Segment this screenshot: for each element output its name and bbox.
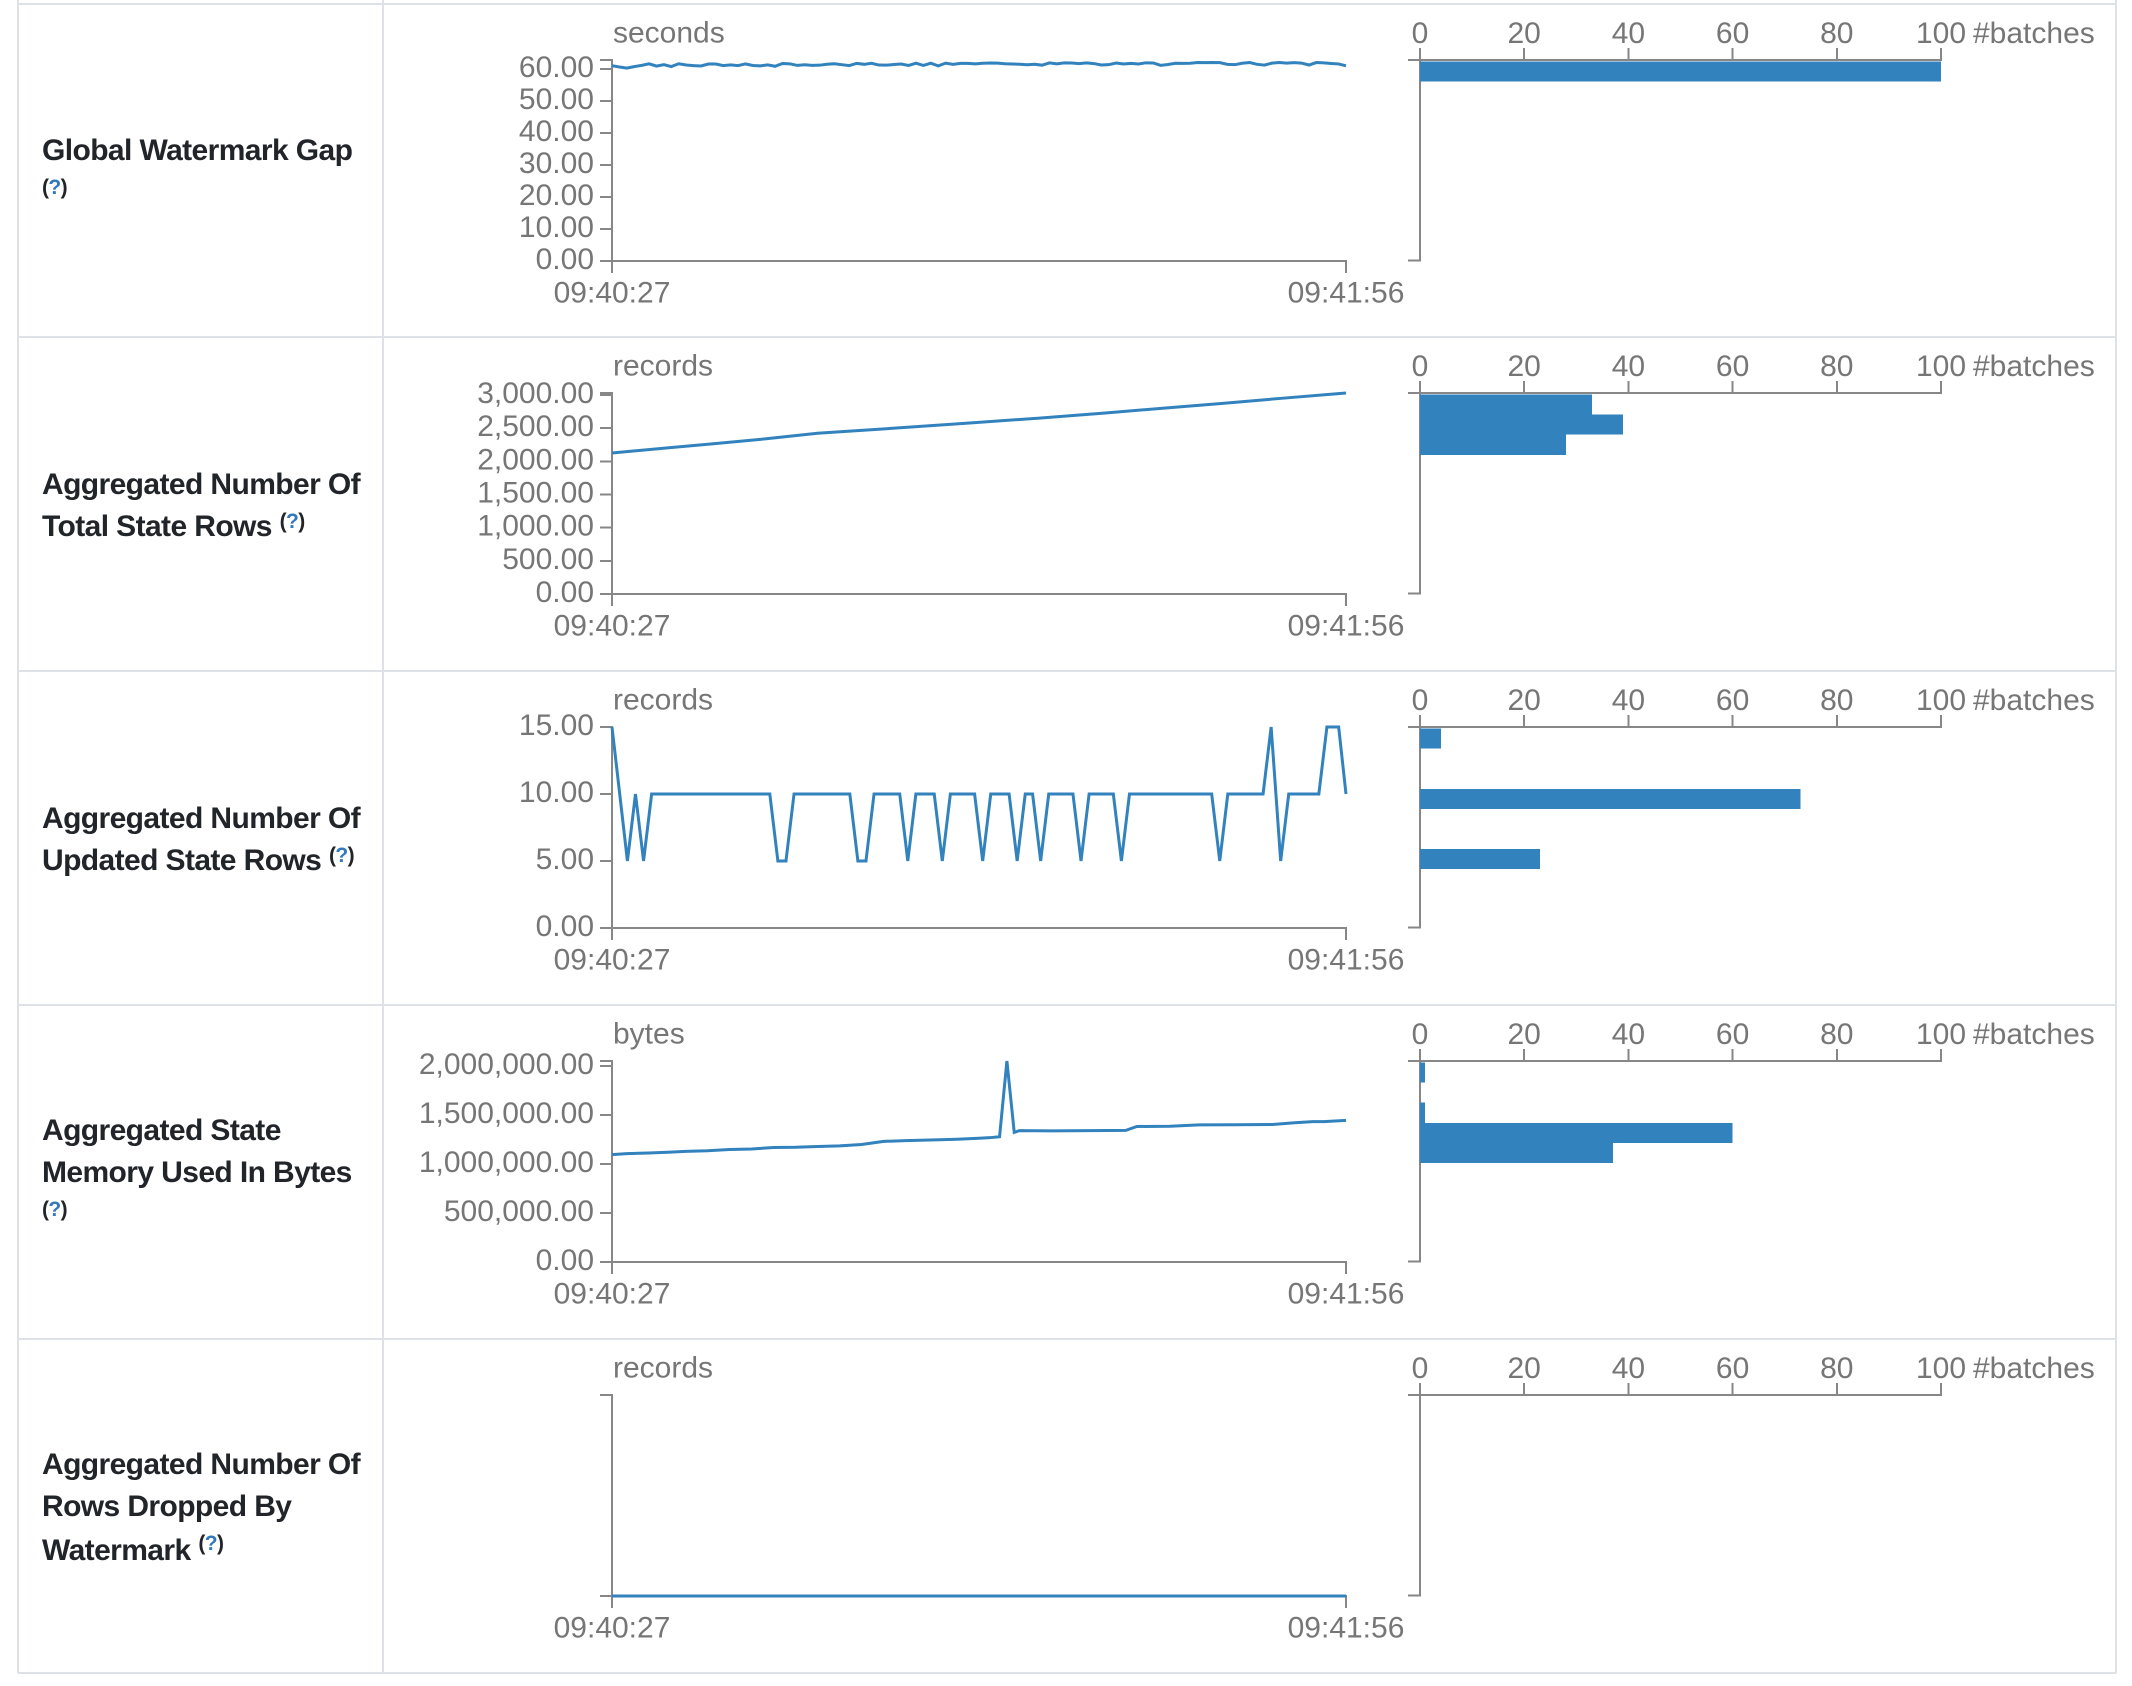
svg-text:1,500.00: 1,500.00 — [477, 477, 594, 510]
svg-text:80: 80 — [1820, 1352, 1853, 1385]
svg-text:500.00: 500.00 — [502, 543, 594, 576]
svg-text:0.00: 0.00 — [536, 576, 594, 609]
svg-text:500,000.00: 500,000.00 — [444, 1195, 594, 1228]
svg-text:20: 20 — [1508, 1352, 1541, 1385]
svg-text:records: records — [613, 349, 713, 382]
svg-text:60: 60 — [1716, 684, 1749, 717]
svg-text:100: 100 — [1916, 17, 1966, 50]
svg-text:#batches: #batches — [1973, 684, 2095, 717]
svg-text:40: 40 — [1612, 1352, 1645, 1385]
svg-text:100: 100 — [1916, 1018, 1966, 1051]
svg-text:40: 40 — [1612, 684, 1645, 717]
svg-text:40: 40 — [1612, 1018, 1645, 1051]
svg-text:80: 80 — [1820, 684, 1853, 717]
svg-text:#batches: #batches — [1973, 1018, 2095, 1051]
svg-text:10.00: 10.00 — [519, 211, 594, 244]
svg-text:80: 80 — [1820, 350, 1853, 383]
svg-text:50.00: 50.00 — [519, 83, 594, 116]
svg-text:20: 20 — [1508, 350, 1541, 383]
svg-text:09:41:56: 09:41:56 — [1288, 277, 1405, 310]
svg-text:40: 40 — [1612, 350, 1645, 383]
svg-text:80: 80 — [1820, 1018, 1853, 1051]
svg-text:0.00: 0.00 — [536, 910, 594, 943]
svg-text:40.00: 40.00 — [519, 115, 594, 148]
svg-text:3,000.00: 3,000.00 — [477, 377, 594, 410]
svg-text:60: 60 — [1716, 1018, 1749, 1051]
svg-text:20: 20 — [1508, 1018, 1541, 1051]
svg-text:20.00: 20.00 — [519, 179, 594, 212]
svg-text:bytes: bytes — [613, 1017, 685, 1050]
svg-text:09:41:56: 09:41:56 — [1288, 610, 1405, 643]
svg-text:5.00: 5.00 — [536, 843, 594, 876]
svg-text:100: 100 — [1916, 684, 1966, 717]
svg-text:09:40:27: 09:40:27 — [554, 1278, 671, 1311]
svg-text:40: 40 — [1612, 17, 1645, 50]
svg-text:seconds: seconds — [613, 16, 725, 49]
svg-text:100: 100 — [1916, 1352, 1966, 1385]
svg-text:60: 60 — [1716, 1352, 1749, 1385]
svg-text:100: 100 — [1916, 350, 1966, 383]
svg-text:1,000.00: 1,000.00 — [477, 510, 594, 543]
svg-text:0: 0 — [1412, 1018, 1429, 1051]
svg-text:80: 80 — [1820, 17, 1853, 50]
svg-text:60.00: 60.00 — [519, 51, 594, 84]
svg-text:09:40:27: 09:40:27 — [554, 944, 671, 977]
svg-text:15.00: 15.00 — [519, 709, 594, 742]
svg-text:09:40:27: 09:40:27 — [554, 1612, 671, 1645]
svg-text:records: records — [613, 683, 713, 716]
svg-text:0.00: 0.00 — [536, 1244, 594, 1277]
svg-text:2,500.00: 2,500.00 — [477, 410, 594, 443]
svg-text:60: 60 — [1716, 17, 1749, 50]
svg-text:#batches: #batches — [1973, 1352, 2095, 1385]
svg-text:20: 20 — [1508, 684, 1541, 717]
svg-text:10.00: 10.00 — [519, 776, 594, 809]
svg-text:2,000,000.00: 2,000,000.00 — [419, 1048, 594, 1081]
svg-text:09:41:56: 09:41:56 — [1288, 1278, 1405, 1311]
svg-text:0: 0 — [1412, 17, 1429, 50]
svg-text:0: 0 — [1412, 1352, 1429, 1385]
svg-text:1,000,000.00: 1,000,000.00 — [419, 1146, 594, 1179]
svg-text:09:41:56: 09:41:56 — [1288, 944, 1405, 977]
svg-text:09:40:27: 09:40:27 — [554, 610, 671, 643]
svg-text:0.00: 0.00 — [536, 243, 594, 276]
svg-text:0: 0 — [1412, 350, 1429, 383]
svg-text:#batches: #batches — [1973, 350, 2095, 383]
svg-text:records: records — [613, 1351, 713, 1384]
svg-text:09:41:56: 09:41:56 — [1288, 1612, 1405, 1645]
svg-text:60: 60 — [1716, 350, 1749, 383]
svg-text:#batches: #batches — [1973, 17, 2095, 50]
svg-text:0: 0 — [1412, 684, 1429, 717]
svg-text:2,000.00: 2,000.00 — [477, 443, 594, 476]
svg-text:09:40:27: 09:40:27 — [554, 277, 671, 310]
svg-text:1,500,000.00: 1,500,000.00 — [419, 1097, 594, 1130]
svg-text:20: 20 — [1508, 17, 1541, 50]
svg-text:30.00: 30.00 — [519, 147, 594, 180]
